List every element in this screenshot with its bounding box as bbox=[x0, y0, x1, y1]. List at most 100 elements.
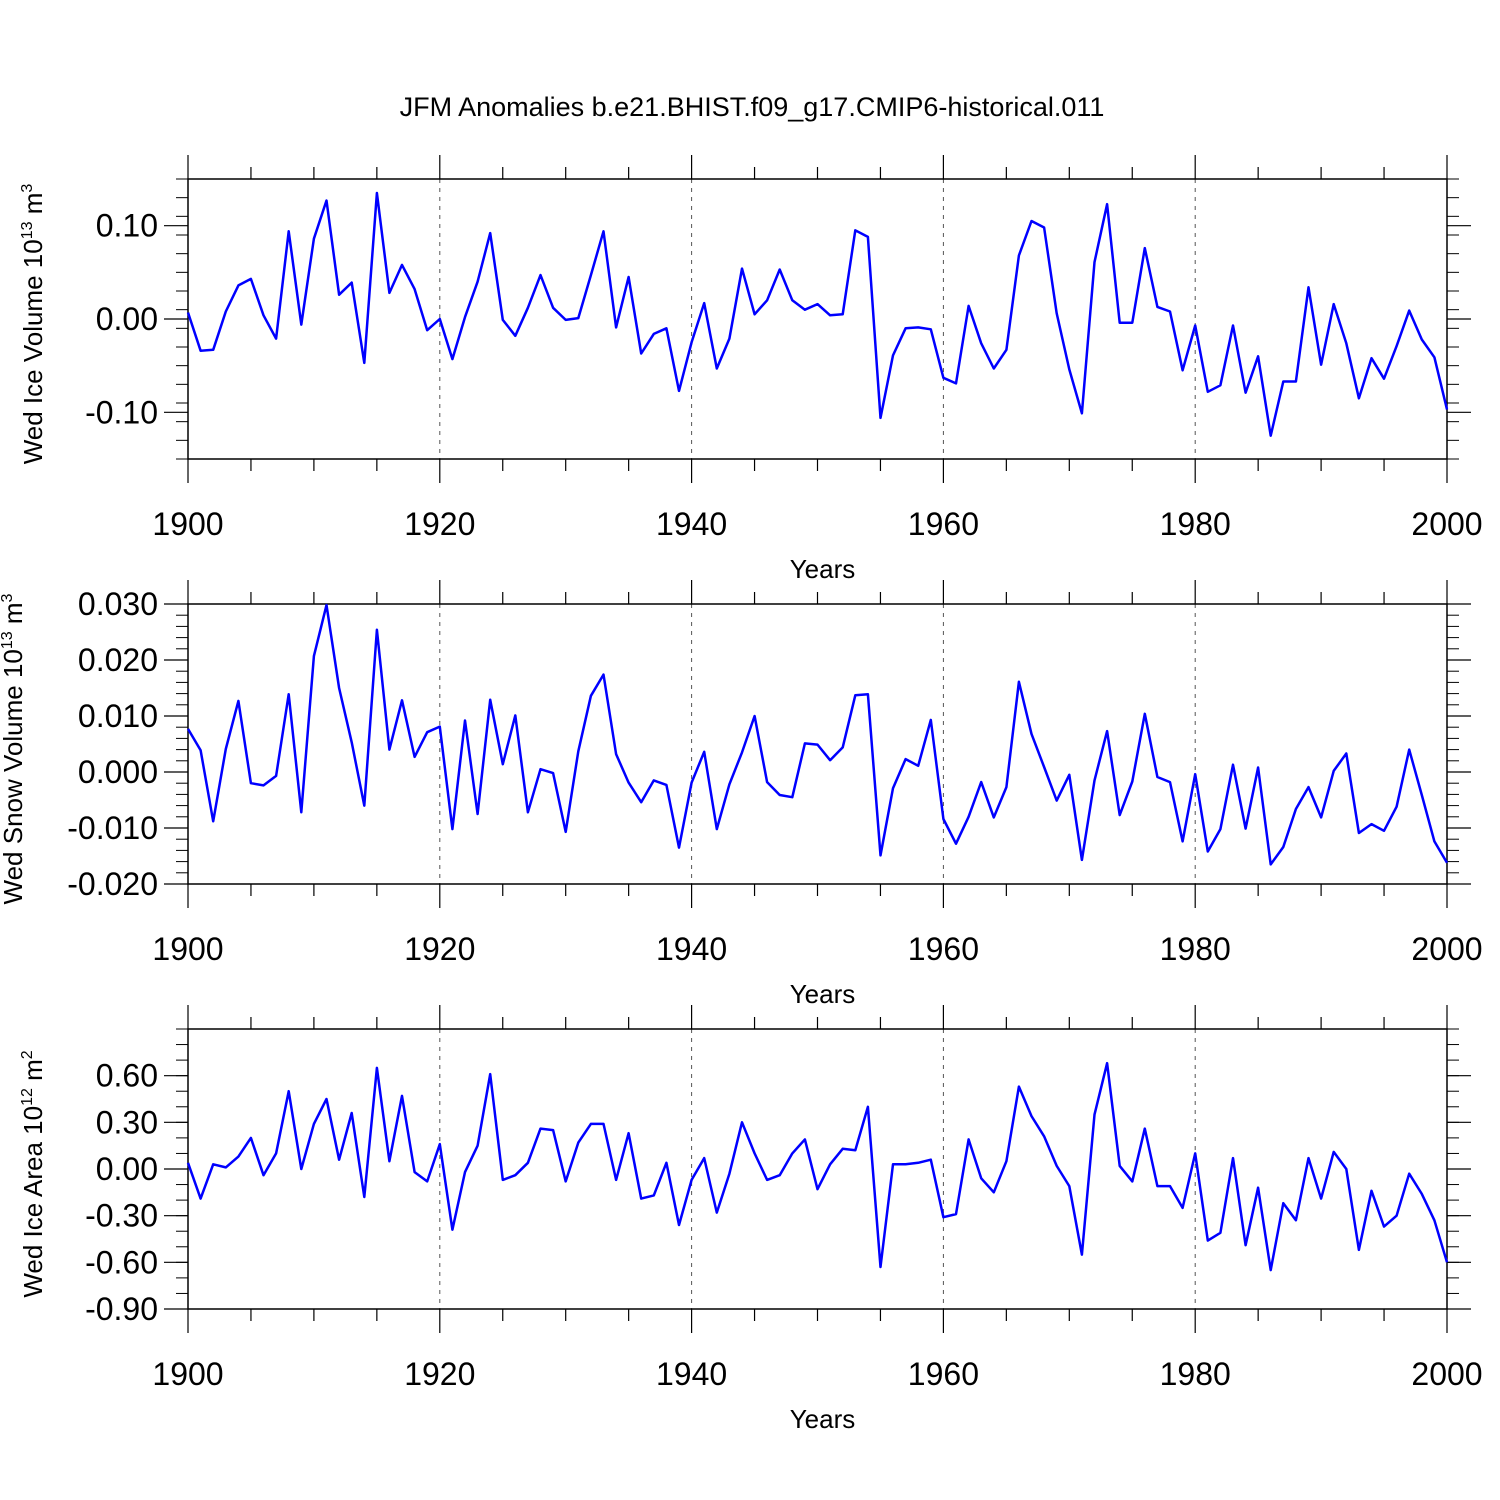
data-point bbox=[678, 390, 680, 392]
data-point bbox=[527, 811, 529, 813]
data-point bbox=[615, 326, 617, 328]
data-point bbox=[1446, 408, 1448, 410]
data-point bbox=[1244, 827, 1246, 829]
data-point bbox=[993, 816, 995, 818]
data-point bbox=[502, 763, 504, 765]
series-line bbox=[186, 1061, 1449, 1272]
data-point bbox=[703, 1157, 705, 1159]
data-point bbox=[1320, 364, 1322, 366]
data-point bbox=[627, 1132, 629, 1134]
x-tick-label: 1960 bbox=[908, 1356, 979, 1392]
x-axis-label: Years bbox=[790, 1404, 856, 1434]
data-point bbox=[1282, 846, 1284, 848]
data-point bbox=[489, 699, 491, 701]
labels-layer: 1900 1920 1940 1960 1980 2000 0.10 0.00 -0.10 bbox=[85, 208, 1483, 542]
data-point bbox=[867, 1106, 869, 1108]
data-point bbox=[464, 1171, 466, 1173]
data-point bbox=[539, 274, 541, 276]
data-point bbox=[489, 1073, 491, 1075]
data-point bbox=[779, 268, 781, 270]
data-point bbox=[879, 854, 881, 856]
data-point bbox=[1068, 368, 1070, 370]
data-point bbox=[590, 274, 592, 276]
data-point bbox=[502, 319, 504, 321]
data-point bbox=[678, 1224, 680, 1226]
labels-layer: 1900 1920 1940 1960 1980 2000 0.60 0.30 0.00 -0.3… bbox=[85, 1058, 1483, 1392]
data-point bbox=[1408, 309, 1410, 311]
data-point bbox=[1169, 310, 1171, 312]
y-tick-label: 0.000 bbox=[78, 754, 158, 790]
data-point bbox=[955, 1213, 957, 1215]
data-point bbox=[1433, 356, 1435, 358]
ticks-layer bbox=[164, 1005, 1471, 1333]
data-point bbox=[464, 719, 466, 721]
data-point bbox=[1131, 322, 1133, 324]
data-point bbox=[1118, 1165, 1120, 1167]
data-point bbox=[250, 278, 252, 280]
data-point bbox=[917, 765, 919, 767]
chart-title: JFM Anomalies b.e21.BHIST.f09_g17.CMIP6-… bbox=[400, 92, 1105, 122]
data-point bbox=[250, 782, 252, 784]
data-point bbox=[1156, 776, 1158, 778]
data-point bbox=[539, 768, 541, 770]
data-point bbox=[804, 742, 806, 744]
data-point bbox=[1446, 1261, 1448, 1263]
y-tick-label: 0.10 bbox=[96, 208, 158, 244]
data-point bbox=[665, 327, 667, 329]
data-point bbox=[917, 1162, 919, 1164]
data-point bbox=[1345, 1168, 1347, 1170]
x-tick-label: 2000 bbox=[1411, 1356, 1482, 1392]
data-point bbox=[1232, 1157, 1234, 1159]
data-point bbox=[1207, 850, 1209, 852]
x-tick-label: 1960 bbox=[908, 506, 979, 542]
data-point bbox=[867, 236, 869, 238]
data-point bbox=[640, 1197, 642, 1199]
data-point bbox=[766, 1179, 768, 1181]
data-point bbox=[1131, 780, 1133, 782]
data-point bbox=[1446, 862, 1448, 864]
data-point bbox=[779, 794, 781, 796]
data-point bbox=[527, 1162, 529, 1164]
data-point bbox=[325, 1098, 327, 1100]
data-point bbox=[338, 1158, 340, 1160]
panel-ice-volume: 1900 1920 1940 1960 1980 2000 0.10 0.00 -0.10 Ye… bbox=[18, 155, 1483, 584]
data-point bbox=[993, 367, 995, 369]
data-point bbox=[590, 695, 592, 697]
y-tick-label: 0.30 bbox=[96, 1104, 158, 1140]
data-point bbox=[199, 1197, 201, 1199]
data-point bbox=[917, 326, 919, 328]
data-point bbox=[1433, 1219, 1435, 1221]
x-tick-label: 1980 bbox=[1160, 931, 1231, 967]
data-point bbox=[1005, 786, 1007, 788]
data-point bbox=[930, 1158, 932, 1160]
data-point bbox=[476, 1144, 478, 1146]
data-point bbox=[1093, 1113, 1095, 1115]
data-point bbox=[514, 714, 516, 716]
data-point bbox=[653, 779, 655, 781]
data-point bbox=[1093, 261, 1095, 263]
data-point bbox=[1030, 220, 1032, 222]
data-point bbox=[993, 1191, 995, 1193]
data-point bbox=[350, 741, 352, 743]
y-axis-label: Wed Snow Volume 1013 m3 bbox=[0, 593, 28, 904]
data-point bbox=[678, 846, 680, 848]
series-line bbox=[186, 191, 1449, 437]
data-point bbox=[1232, 764, 1234, 766]
data-point bbox=[288, 230, 290, 232]
data-point bbox=[325, 199, 327, 201]
grid-layer bbox=[439, 604, 1196, 884]
data-point bbox=[212, 349, 214, 351]
data-point bbox=[1332, 770, 1334, 772]
data-point bbox=[942, 1216, 944, 1218]
data-point bbox=[602, 230, 604, 232]
data-point bbox=[1395, 1214, 1397, 1216]
data-point bbox=[489, 232, 491, 234]
data-point bbox=[300, 323, 302, 325]
data-point bbox=[288, 1090, 290, 1092]
data-point bbox=[388, 292, 390, 294]
data-point bbox=[250, 1137, 252, 1139]
data-point bbox=[967, 305, 969, 307]
data-point bbox=[892, 787, 894, 789]
data-point bbox=[199, 749, 201, 751]
x-tick-label: 1900 bbox=[152, 1356, 223, 1392]
